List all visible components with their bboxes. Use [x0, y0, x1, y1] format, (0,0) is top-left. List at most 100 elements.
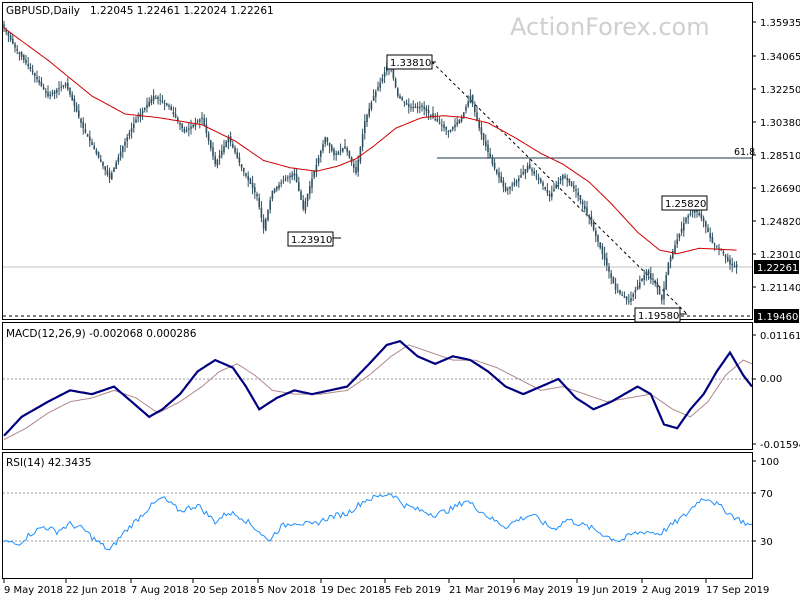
date-tick: 17 Sep 2019	[706, 585, 769, 596]
candle-body	[515, 180, 518, 183]
candle-body	[471, 94, 474, 105]
candle-body	[680, 228, 683, 233]
candle-body	[346, 147, 348, 152]
candle-body	[416, 106, 419, 109]
candle-body	[348, 151, 351, 157]
candle-body	[656, 282, 659, 289]
candle-body	[540, 179, 542, 183]
candle-body	[298, 182, 300, 191]
candle-body	[727, 257, 729, 261]
candle-body	[328, 142, 331, 147]
candle-body	[379, 82, 381, 88]
candle-body	[130, 128, 133, 133]
candle-body	[141, 110, 144, 114]
candle-body	[537, 177, 540, 180]
candle-body	[317, 157, 320, 164]
candle-body	[12, 38, 14, 44]
rsi-tick: 100	[760, 457, 779, 468]
candle-body	[711, 236, 714, 243]
candle-body	[454, 124, 456, 128]
price-tick: 1.35935	[760, 18, 800, 29]
macd-label: MACD(12,26,9) -0.002068 0.000286	[6, 328, 197, 340]
candle-body	[311, 178, 313, 188]
candle-body	[364, 121, 366, 134]
candle-body	[100, 159, 102, 162]
candle-body	[392, 69, 395, 79]
candle-body	[584, 205, 586, 209]
candle-body	[430, 114, 432, 116]
candle-body	[731, 263, 733, 266]
candle-body	[170, 106, 172, 111]
candle-body	[3, 24, 5, 29]
candle-body	[73, 98, 76, 106]
candle-body	[408, 104, 410, 107]
candle-body	[205, 124, 208, 134]
candle-body	[579, 195, 582, 200]
candle-body	[401, 97, 403, 101]
date-tick: 19 Dec 2018	[321, 585, 385, 596]
candle-body	[729, 259, 731, 265]
candle-body	[599, 242, 601, 248]
candle-body	[465, 106, 467, 111]
candle-body	[425, 108, 428, 111]
candle-body	[722, 251, 725, 254]
candle-body	[207, 133, 210, 141]
candle-body	[89, 136, 91, 141]
date-tick: 20 Sep 2018	[193, 585, 256, 596]
annotation-high-2: 1.25820	[665, 199, 706, 210]
candle-body	[69, 87, 71, 95]
candle-body	[194, 122, 197, 127]
candle-body	[157, 97, 159, 100]
candle-body	[113, 167, 115, 172]
candle-body	[95, 149, 98, 154]
rsi-tick: 30	[760, 537, 773, 548]
candle-body	[214, 156, 216, 165]
candle-body	[29, 67, 32, 70]
candle-body	[324, 137, 326, 144]
candle-body	[306, 193, 309, 202]
candle-body	[474, 105, 476, 113]
candle-body	[71, 94, 73, 101]
candle-body	[20, 52, 23, 57]
candle-body	[309, 186, 311, 194]
candle-body	[304, 201, 307, 211]
candle-body	[564, 175, 566, 178]
candle-body	[67, 82, 69, 90]
candle-body	[434, 118, 436, 120]
candle-body	[104, 166, 106, 171]
candle-body	[403, 101, 406, 103]
annotation-box	[661, 195, 708, 211]
candle-body	[359, 147, 362, 162]
candle-body	[436, 118, 439, 122]
candle-body	[188, 128, 190, 130]
candle-body	[168, 105, 170, 107]
candle-body	[163, 102, 166, 104]
candle-body	[443, 124, 445, 128]
candle-body	[18, 51, 21, 54]
candle-body	[575, 189, 577, 191]
candle-body	[438, 122, 441, 124]
candle-body	[694, 208, 696, 213]
moving-average-line	[3, 27, 737, 255]
candle-body	[630, 298, 632, 302]
candle-body	[232, 143, 234, 148]
candle-body	[155, 97, 157, 99]
candle-body	[678, 233, 681, 238]
candle-body	[586, 207, 588, 214]
support-price-box	[754, 309, 799, 323]
symbol-label: GBPUSD,Daily	[6, 5, 80, 17]
candle-body	[216, 159, 219, 166]
candle-body	[577, 192, 579, 196]
candle-body	[84, 129, 87, 133]
candle-body	[566, 178, 568, 181]
candle-body	[551, 192, 553, 198]
candle-body	[282, 180, 285, 182]
candle-body	[353, 164, 355, 168]
candle-body	[669, 256, 672, 262]
candle-body	[320, 150, 322, 157]
date-tick: 6 May 2019	[514, 585, 573, 596]
candle-body	[458, 119, 461, 124]
candle-body	[58, 88, 60, 90]
